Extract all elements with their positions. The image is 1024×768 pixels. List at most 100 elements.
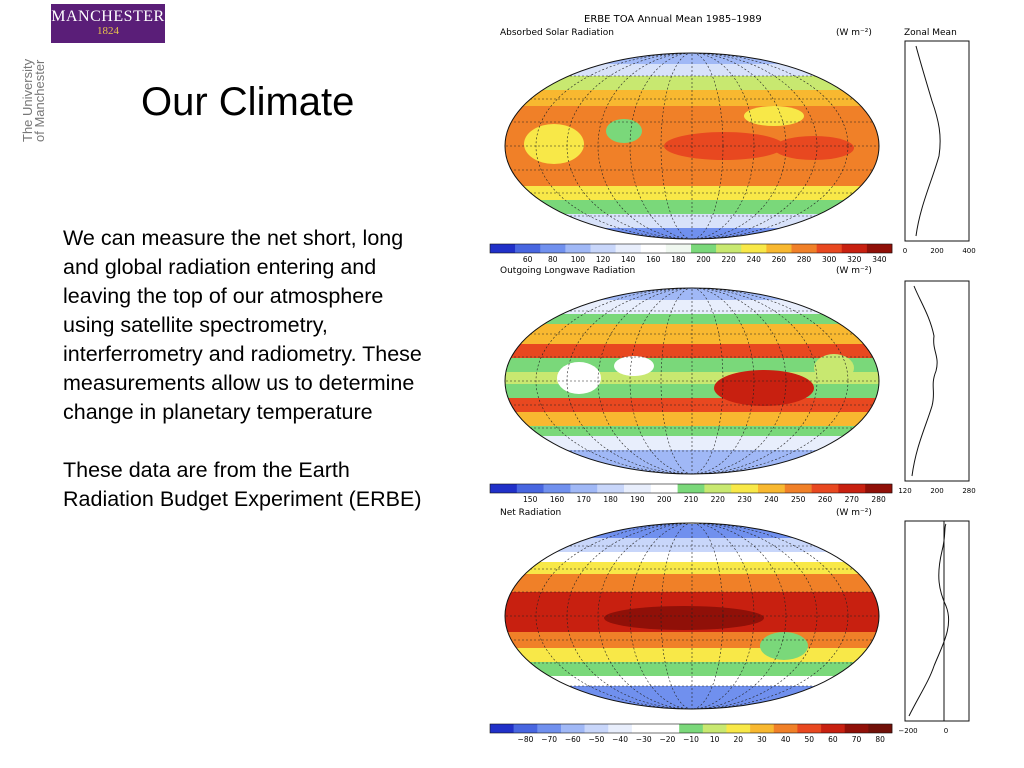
panel-units-net-radiation: (W m⁻²) <box>836 508 872 518</box>
scale-swatch <box>597 484 625 493</box>
scale-swatch <box>490 244 516 253</box>
scale-tick-label: 240 <box>747 255 762 264</box>
scale-swatch <box>766 244 792 253</box>
zonal-mean-header: Zonal Mean <box>904 28 957 38</box>
scale-border <box>489 243 893 254</box>
scale-tick-label: 60 <box>828 735 838 744</box>
scale-tick-label: −50 <box>588 735 604 744</box>
scale-swatch <box>811 484 839 493</box>
scale-swatch <box>490 484 518 493</box>
scale-tick-label: −80 <box>518 735 534 744</box>
scale-swatch <box>816 244 843 253</box>
scale-tick-label: 320 <box>847 255 862 264</box>
scale-tick-label: 40 <box>781 735 791 744</box>
scale-swatch <box>791 244 817 253</box>
scale-tick-label: 20 <box>734 735 744 744</box>
scale-tick-label: 270 <box>845 495 860 504</box>
scale-swatch <box>590 244 616 253</box>
scale-swatch <box>570 484 598 493</box>
zonal-tick-label: 200 <box>930 247 943 255</box>
panel-label-net-radiation: Net Radiation <box>500 508 561 518</box>
scale-swatch <box>865 484 893 493</box>
scale-tick-label: 180 <box>603 495 618 504</box>
zonal-tick-label: 280 <box>962 487 975 495</box>
vertical-university-name: The University of Manchester <box>20 59 47 142</box>
scale-tick-label: 190 <box>630 495 645 504</box>
scale-swatch <box>677 484 705 493</box>
scale-tick-label: −30 <box>636 735 652 744</box>
scale-tick-label: 50 <box>804 735 814 744</box>
scale-tick-label: 160 <box>646 255 661 264</box>
scale-tick-label: 200 <box>657 495 672 504</box>
scale-swatch <box>784 484 812 493</box>
logo-name: MANCHESTER <box>51 8 165 25</box>
vertical-line-2: of Manchester <box>32 59 47 142</box>
university-logo[interactable]: MANCHESTER 1824 <box>51 4 165 43</box>
panel-label-outgoing-longwave: Outgoing Longwave Radiation <box>500 266 635 276</box>
scale-border <box>489 483 893 494</box>
scale-tick-label: 260 <box>772 255 787 264</box>
scale-tick-label: 280 <box>871 495 886 504</box>
zonal-tick-label: 0 <box>944 727 948 735</box>
scale-tick-label: 140 <box>621 255 636 264</box>
scale-tick-label: −20 <box>659 735 675 744</box>
zonal-axis-net-radiation: −200 0 <box>898 727 948 735</box>
scale-swatch <box>624 484 652 493</box>
scale-swatch <box>868 724 893 733</box>
scale-tick-label: 220 <box>722 255 737 264</box>
body-paragraph-1: We can measure the net short, long and g… <box>63 226 422 424</box>
zonal-tick-label: 120 <box>898 487 911 495</box>
panel-units-outgoing-longwave: (W m⁻²) <box>836 266 872 276</box>
scale-tick-label: 230 <box>737 495 752 504</box>
scale-swatch <box>537 724 562 733</box>
zonal-tick-label: 200 <box>930 487 943 495</box>
color-scale-outgoing-longwave: 150 160 170 180 190 200 210 220 230 240 250 260 270 2… <box>489 483 893 504</box>
scale-swatch <box>565 244 591 253</box>
panel-units-absorbed-solar: (W m⁻²) <box>836 28 872 38</box>
scale-swatch <box>640 244 667 253</box>
scale-swatch <box>821 724 846 733</box>
scale-tick-label: −70 <box>541 735 557 744</box>
scale-swatch <box>702 724 727 733</box>
scale-tick-label: −10 <box>683 735 699 744</box>
zonal-tick-label: 400 <box>962 247 975 255</box>
scale-tick-label: 280 <box>797 255 812 264</box>
scale-swatch <box>679 724 704 733</box>
scale-swatch <box>726 724 751 733</box>
scale-tick-label: 10 <box>710 735 720 744</box>
scale-swatch <box>750 724 775 733</box>
scale-swatch <box>758 484 786 493</box>
zonal-tick-label: 0 <box>903 247 907 255</box>
scale-swatch <box>543 484 571 493</box>
scale-swatch <box>490 724 514 733</box>
scale-swatch <box>655 724 680 733</box>
logo-year: 1824 <box>97 25 119 37</box>
panel-outgoing-longwave: Outgoing Longwave Radiation (W m⁻²) <box>489 266 976 504</box>
map-outgoing-longwave <box>505 288 879 474</box>
scale-tick-label: 220 <box>711 495 726 504</box>
scale-swatch <box>716 244 742 253</box>
scale-swatch <box>731 484 759 493</box>
scale-border <box>489 723 893 734</box>
scale-swatch <box>560 724 585 733</box>
color-scale-absorbed-solar: 60 80 100 120 140 160 180 200 220 240 260 280 300 320… <box>489 243 893 264</box>
zonal-tick-label: −200 <box>898 727 917 735</box>
scale-swatch <box>516 484 544 493</box>
scale-swatch <box>741 244 767 253</box>
scale-tick-label: 210 <box>684 495 699 504</box>
scale-swatch <box>665 244 692 253</box>
scale-swatch <box>691 244 717 253</box>
scale-swatch <box>650 484 678 493</box>
scale-tick-label: 170 <box>577 495 592 504</box>
scale-swatch <box>584 724 609 733</box>
scale-swatch <box>540 244 566 253</box>
scale-swatch <box>704 484 732 493</box>
scale-tick-label: 240 <box>764 495 779 504</box>
scale-swatch <box>838 484 866 493</box>
scale-tick-label: 180 <box>671 255 686 264</box>
scale-tick-label: 250 <box>791 495 806 504</box>
scale-swatch <box>631 724 656 733</box>
slide-title: Our Climate <box>141 80 355 124</box>
scale-swatch <box>773 724 798 733</box>
scale-swatch <box>515 244 541 253</box>
